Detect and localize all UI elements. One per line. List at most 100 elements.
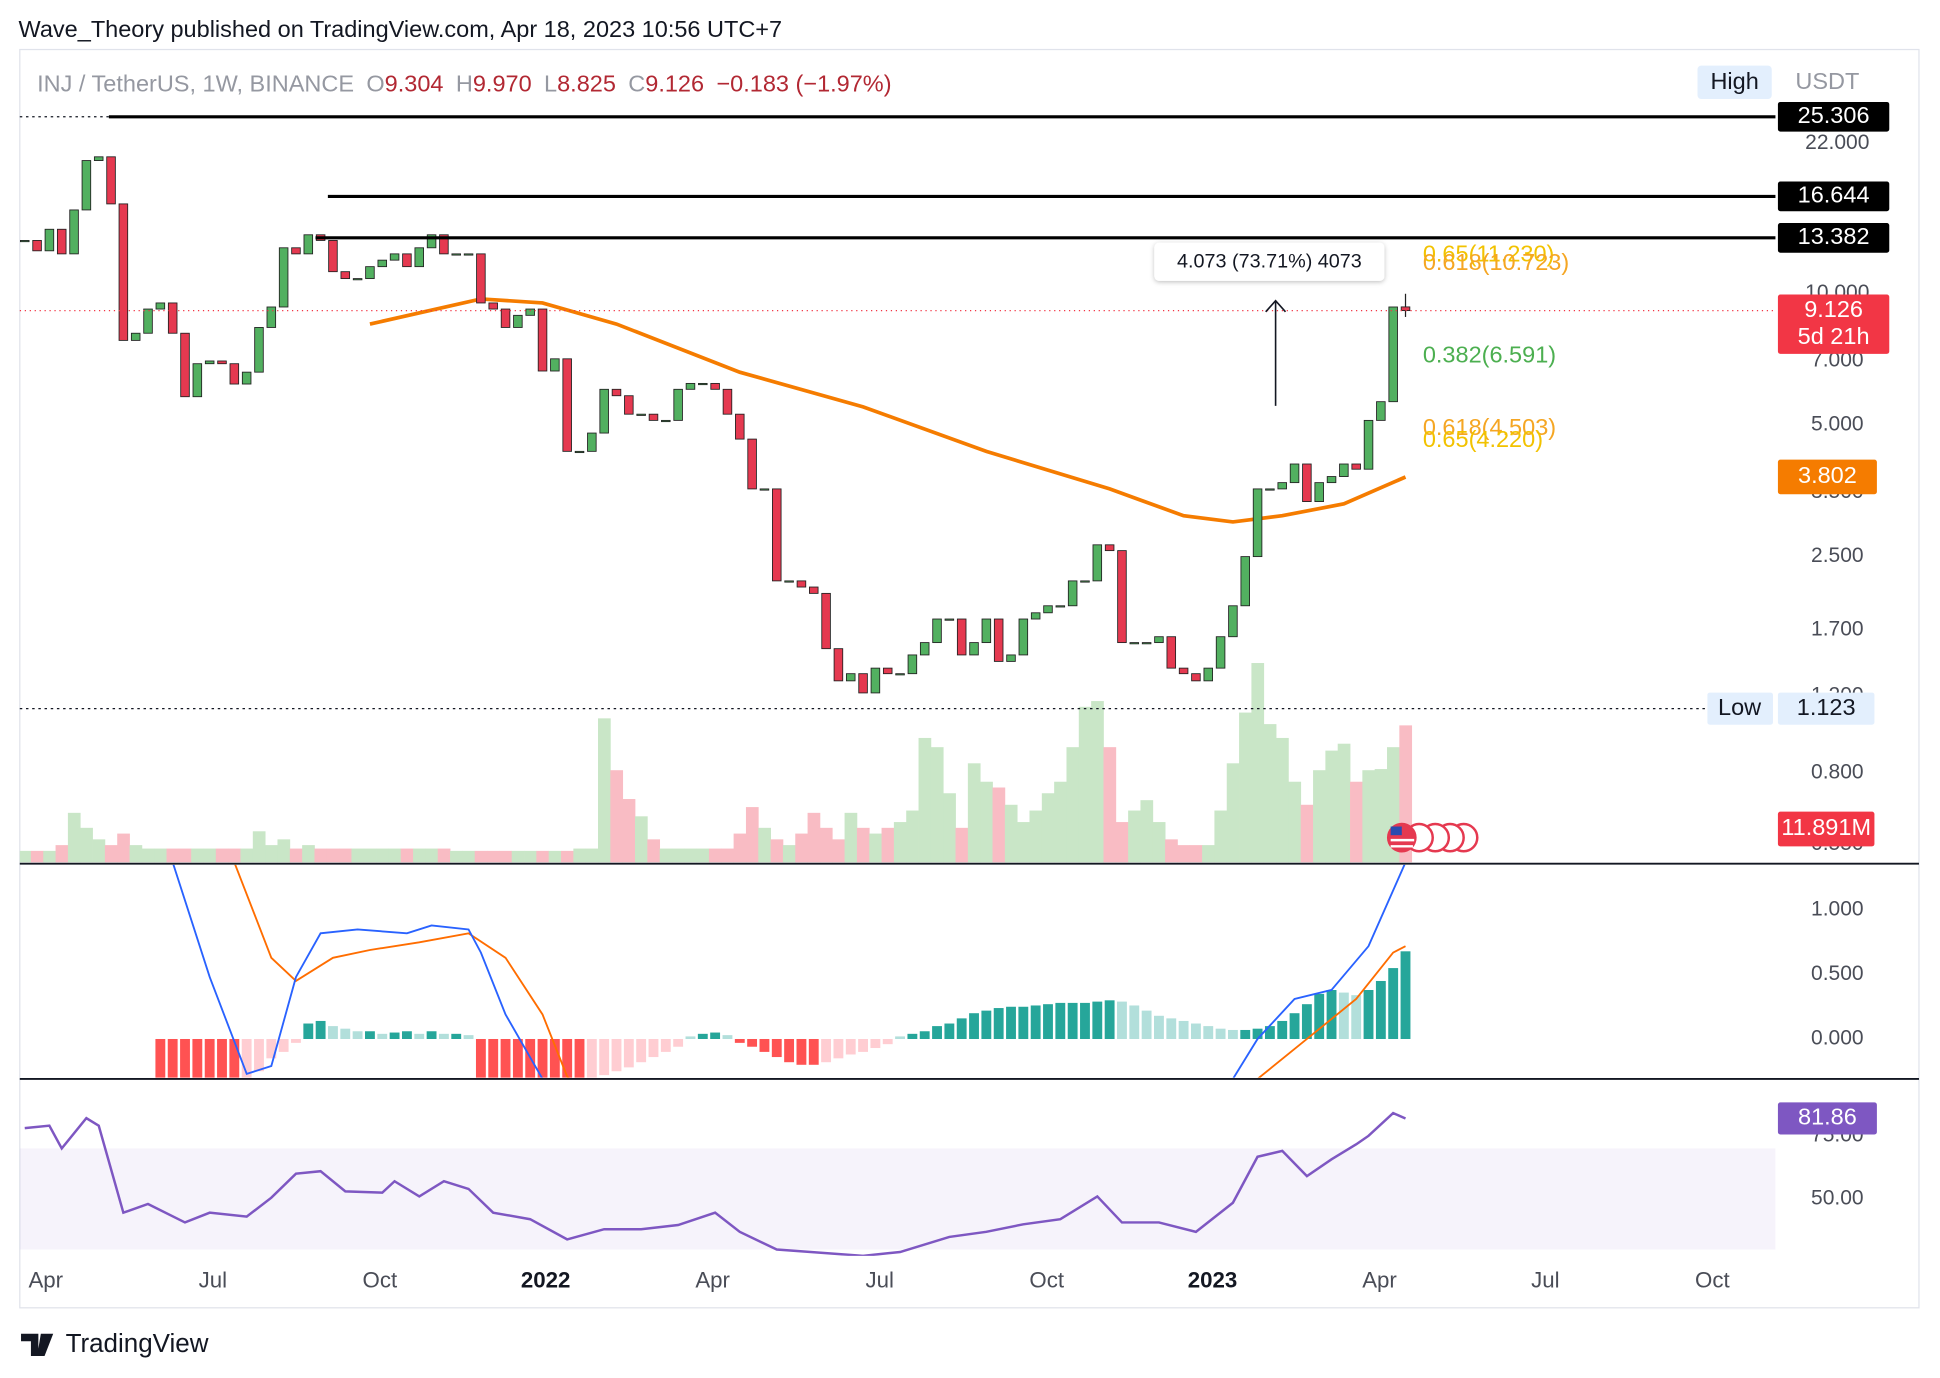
change: −0.183 (−1.97%) — [716, 71, 891, 97]
volume-bar — [474, 850, 488, 863]
level-label-box — [1777, 181, 1890, 212]
volume-bar — [487, 850, 500, 863]
y-tick-label: 0.800 — [1811, 761, 1864, 784]
candle-body — [414, 247, 424, 268]
volume-bar — [1251, 663, 1265, 863]
candle-body — [1339, 463, 1349, 477]
volume-bar — [598, 718, 611, 863]
volume-bar — [1325, 750, 1339, 863]
candle-body — [1351, 463, 1361, 470]
macd-histogram-bar — [303, 1023, 314, 1039]
macd-histogram-bar — [1043, 1004, 1053, 1039]
level-label-box — [1777, 223, 1890, 253]
macd-histogram-bar — [673, 1038, 684, 1047]
macd-histogram-bar — [217, 1038, 227, 1078]
macd-histogram-bar — [525, 1038, 536, 1078]
volume-bar — [992, 787, 1006, 863]
candle-body — [439, 234, 449, 255]
macd-histogram-bar — [586, 1038, 597, 1078]
candle-body — [562, 358, 572, 452]
volume-bar — [967, 763, 981, 863]
measure-box — [1154, 242, 1385, 281]
macd-pane — [155, 864, 1411, 1078]
macd-histogram-bar — [771, 1038, 782, 1058]
macd-histogram-bar — [167, 1038, 178, 1078]
volume-bar — [696, 848, 710, 863]
macd-histogram-bar — [328, 1026, 338, 1039]
candle-body — [1240, 556, 1250, 607]
macd-histogram-bar — [291, 1038, 301, 1043]
volume-bar — [844, 812, 858, 863]
candle-body — [907, 654, 918, 675]
candle-body — [636, 413, 646, 416]
macd-histogram-bar — [1240, 1029, 1251, 1039]
volume-bar — [1263, 724, 1277, 863]
ohlc-letter: O — [366, 71, 384, 97]
volume-bar — [1177, 845, 1191, 863]
moving-average — [369, 297, 1407, 524]
rsi-label: 81.86 — [1798, 1104, 1857, 1130]
candle-body — [180, 332, 190, 398]
macd-histogram-bar — [488, 1038, 499, 1078]
macd-histogram-bar — [1154, 1015, 1164, 1039]
low-label: Low — [1718, 694, 1762, 720]
volume-bar — [178, 848, 192, 863]
volume-bar — [511, 850, 525, 863]
symbol: INJ / TetherUS, 1W, BINANCE — [37, 71, 354, 97]
candle-body — [1092, 544, 1103, 582]
macd-histogram-bar — [660, 1038, 671, 1052]
volume-bar — [1128, 810, 1141, 863]
macd-histogram-bar — [956, 1018, 967, 1039]
candle-body — [599, 388, 609, 434]
volume-bar — [339, 848, 352, 863]
rsi-label-box — [1777, 1102, 1877, 1135]
candle-body — [1043, 605, 1053, 614]
candle-body — [81, 160, 92, 211]
macd-histogram-bar — [1104, 1000, 1115, 1039]
candle-body — [402, 253, 412, 268]
flags — [1386, 822, 1479, 853]
candle-body — [167, 302, 178, 334]
volume-bar — [684, 848, 698, 863]
macd-histogram-bar — [1006, 1006, 1016, 1039]
candle-body — [1067, 580, 1078, 607]
volume-bar — [869, 833, 882, 863]
fib-label: 0.65(11.230) — [1423, 240, 1555, 266]
macd-histogram-bar — [229, 1038, 240, 1078]
macd-histogram-bar — [1067, 1002, 1078, 1039]
macd-histogram-bar — [192, 1038, 203, 1078]
volume-bar — [708, 848, 722, 863]
macd-histogram-bar — [1141, 1010, 1152, 1039]
macd-histogram-bar — [981, 1010, 992, 1039]
volume-bar — [43, 850, 56, 863]
volume-bar — [770, 839, 784, 863]
candle-body — [1388, 306, 1398, 403]
macd-tick-label: 0.000 — [1811, 1027, 1864, 1050]
candle-body — [69, 209, 79, 255]
candle-body — [1191, 673, 1201, 682]
chart-frame — [19, 48, 1920, 1309]
volume-bar — [388, 848, 402, 863]
macd-histogram-bar — [463, 1035, 474, 1039]
candle-body — [648, 413, 659, 421]
macd-histogram-bar — [574, 1038, 585, 1078]
candle-body — [895, 673, 905, 676]
fib-label: 0.618(10.723) — [1423, 249, 1569, 275]
volume-bar — [1066, 747, 1080, 863]
volume-bar — [733, 833, 747, 863]
macd-histogram-bar — [1314, 993, 1325, 1039]
macd-histogram-bar — [1117, 1001, 1127, 1039]
macd-histogram-bar — [426, 1031, 437, 1039]
symbol-line: INJ / TetherUS, 1W, BINANCE O9.304 H9.970 L… — [37, 71, 891, 97]
volume-bar — [166, 848, 180, 863]
candle-body — [143, 308, 153, 334]
candle-body — [1314, 482, 1324, 502]
macd-tick-label: 1.000 — [1811, 898, 1864, 921]
x-tick-label: Oct — [1029, 1268, 1064, 1293]
macd-histogram-bar — [389, 1032, 400, 1039]
high-label: High — [1710, 68, 1758, 94]
candle-body — [1289, 463, 1300, 484]
volume-bar — [1029, 810, 1043, 863]
macd-histogram-bar — [180, 1038, 190, 1078]
volume-bar — [1374, 769, 1388, 863]
